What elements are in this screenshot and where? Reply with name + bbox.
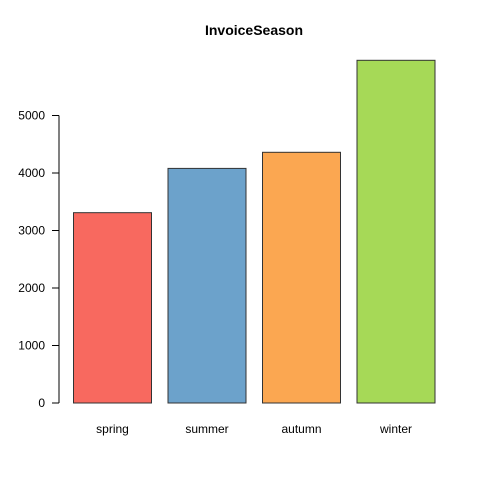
category-labels: spring summer autumn winter — [96, 422, 412, 436]
bars — [74, 60, 436, 403]
bar-spring — [74, 213, 152, 403]
x-category-label: autumn — [281, 422, 321, 436]
bar-summer — [168, 168, 246, 403]
bar-autumn — [263, 152, 341, 403]
y-tick-label: 4000 — [18, 166, 45, 180]
y-tick-label: 0 — [38, 396, 45, 410]
y-tick-label: 3000 — [18, 224, 45, 238]
x-category-label: winter — [379, 422, 412, 436]
y-tick-label: 2000 — [18, 281, 45, 295]
x-category-label: spring — [96, 422, 129, 436]
y-tick-label: 5000 — [18, 109, 45, 123]
x-category-label: summer — [185, 422, 228, 436]
chart-title: InvoiceSeason — [205, 22, 303, 38]
y-tick-label: 1000 — [18, 339, 45, 353]
bar-winter — [357, 60, 435, 403]
y-axis: 0 1000 2000 3000 4000 5000 — [18, 109, 59, 411]
